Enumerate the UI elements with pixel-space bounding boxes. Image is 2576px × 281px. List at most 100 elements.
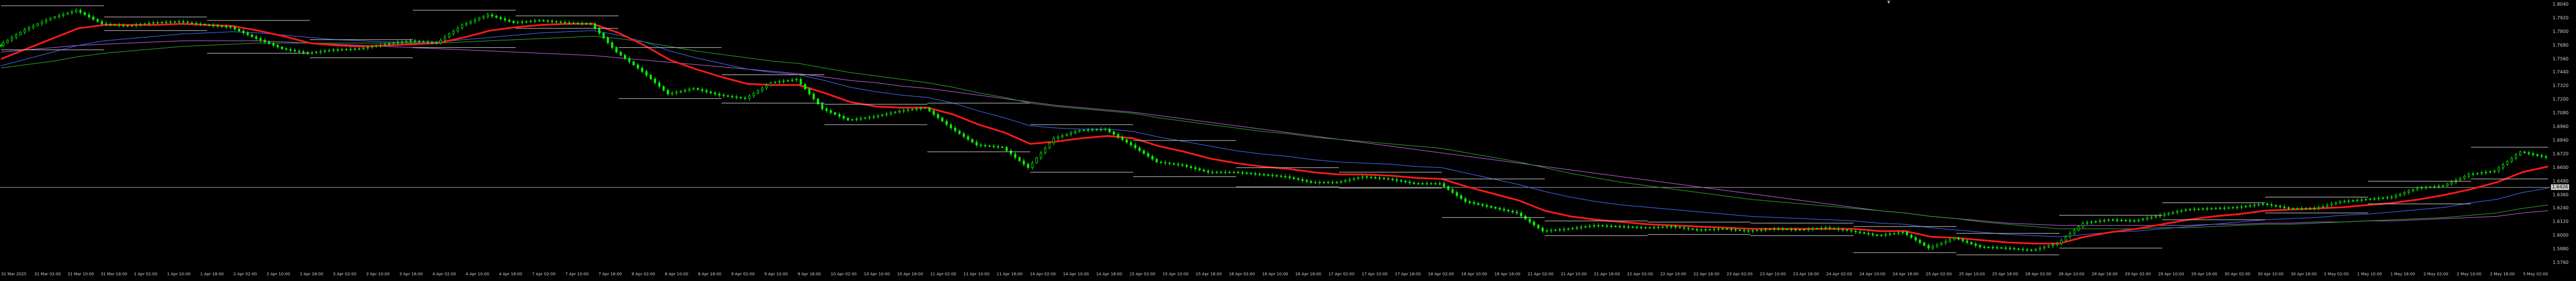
candle-body xyxy=(581,23,584,24)
candle-body xyxy=(2484,172,2487,173)
candle-body xyxy=(709,91,712,93)
shift-marker-icon[interactable]: ▼ xyxy=(1887,0,1891,5)
candle-body xyxy=(2236,207,2238,208)
time-tick-label: 3 Apr 02:00 xyxy=(332,272,357,276)
candle-body xyxy=(521,22,524,23)
candle-body xyxy=(2459,177,2462,181)
candle-body xyxy=(577,23,579,24)
price-plot[interactable] xyxy=(0,0,2550,267)
candle-body xyxy=(1151,156,1154,160)
candle-body xyxy=(2369,199,2372,200)
candle-body xyxy=(482,16,485,19)
candle-body xyxy=(1219,172,1222,173)
candle-body xyxy=(2356,200,2359,201)
candle-body xyxy=(272,43,275,46)
candle-body xyxy=(1970,242,1973,245)
candle-body xyxy=(1400,180,1403,182)
time-tick-label: 8 Apr 10:00 xyxy=(664,272,688,276)
candle-body xyxy=(598,28,601,34)
candle-body xyxy=(928,107,931,111)
candle-body xyxy=(1622,226,1625,228)
candle-body xyxy=(109,24,112,25)
candle-body xyxy=(1949,239,1951,242)
candle-body xyxy=(401,42,404,43)
candle-body xyxy=(829,110,832,113)
candle-body xyxy=(1284,176,1287,177)
candle-body xyxy=(692,88,695,90)
time-tick-label: 30 Apr 10:00 xyxy=(2257,272,2284,276)
time-tick-label: 17 Apr 10:00 xyxy=(1361,272,1388,276)
candle-body xyxy=(1923,242,1925,246)
candle-body xyxy=(2515,155,2517,159)
candle-body xyxy=(2403,192,2406,195)
time-tick-label: 17 Apr 02:00 xyxy=(1328,272,1355,276)
candle-body xyxy=(688,89,691,91)
candle-body xyxy=(495,15,498,18)
candle-body xyxy=(816,98,819,104)
candle-body xyxy=(238,28,240,31)
candle-body xyxy=(1198,168,1201,171)
candle-body xyxy=(2545,156,2548,158)
candle-body xyxy=(606,38,609,43)
candle-body xyxy=(1447,186,1449,190)
candle-body xyxy=(1190,166,1193,168)
candle-body xyxy=(538,20,541,22)
candle-body xyxy=(2506,161,2509,165)
candle-body xyxy=(195,23,198,24)
candle-body xyxy=(298,51,301,52)
price-tick-label: 1.6240 xyxy=(2553,205,2569,211)
candle-body xyxy=(225,26,228,27)
candle-body xyxy=(1305,180,1308,182)
candle-body xyxy=(1678,226,1681,228)
candle-body xyxy=(1756,230,1759,232)
candle-body xyxy=(2172,212,2174,214)
candle-body xyxy=(1057,137,1059,139)
candle-body xyxy=(413,40,416,42)
candle-body xyxy=(2502,164,2504,168)
candle-body xyxy=(2,42,5,46)
time-tick-label: 17 Apr 18:00 xyxy=(1395,272,1421,276)
candle-body xyxy=(2146,217,2148,220)
candle-body xyxy=(1932,246,1934,249)
candle-body xyxy=(718,93,721,96)
price-tick-label: 1.7320 xyxy=(2553,83,2569,89)
candle-body xyxy=(2291,208,2294,209)
candle-body xyxy=(2411,189,2414,192)
candle-body xyxy=(1571,228,1574,229)
candle-body xyxy=(1546,230,1548,232)
candle-body xyxy=(220,26,223,27)
candle-body xyxy=(2463,176,2466,179)
candle-body xyxy=(1751,230,1754,232)
candle-body xyxy=(684,90,687,92)
candle-body xyxy=(1207,171,1210,173)
time-tick-label: 9 Apr 10:00 xyxy=(764,272,788,276)
candle-body xyxy=(898,110,901,113)
time-tick-label: 3 Apr 10:00 xyxy=(366,272,390,276)
time-tick-label: 4 Apr 02:00 xyxy=(432,272,456,276)
candle-body xyxy=(1820,228,1823,229)
candle-body xyxy=(2008,247,2011,249)
time-tick-label: 10 Apr 10:00 xyxy=(864,272,890,276)
candle-body xyxy=(75,10,77,12)
candle-body xyxy=(268,42,270,44)
candle-body xyxy=(2309,208,2311,209)
candle-body xyxy=(2240,206,2243,208)
candle-body xyxy=(1627,226,1630,228)
candle-body xyxy=(1451,189,1454,193)
price-tick-label: 1.8040 xyxy=(2553,2,2569,7)
candle-body xyxy=(1550,230,1552,232)
candle-body xyxy=(1404,181,1407,183)
candle-body xyxy=(49,18,52,20)
candle-body xyxy=(491,14,494,16)
candle-body xyxy=(2352,200,2355,201)
candle-body xyxy=(1961,239,1964,241)
time-tick-label: 29 Apr 10:00 xyxy=(2158,272,2184,276)
candle-body xyxy=(1743,230,1745,232)
time-tick-label: 30 Apr 02:00 xyxy=(2224,272,2251,276)
candle-body xyxy=(636,64,639,69)
candle-body xyxy=(57,15,60,17)
time-tick-label: 16 Apr 10:00 xyxy=(1262,272,1288,276)
candle-body xyxy=(250,34,253,37)
candle-body xyxy=(1966,241,1969,243)
